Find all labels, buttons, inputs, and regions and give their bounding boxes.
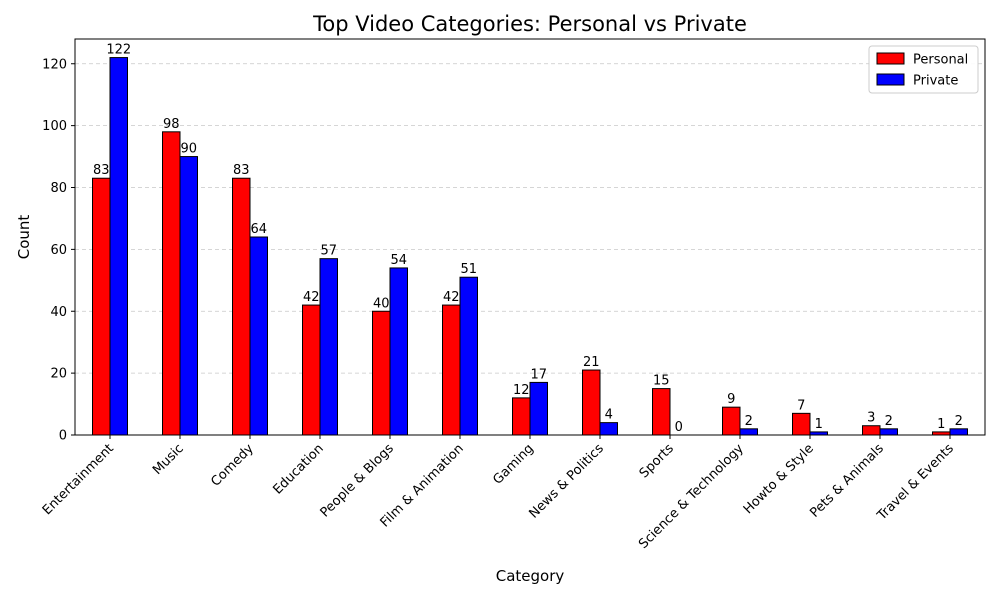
data-label-private-11: 2: [885, 414, 893, 429]
bar-personal-2: [232, 177, 251, 436]
data-label-private-12: 2: [955, 414, 963, 429]
data-label-private-1: 90: [180, 142, 197, 157]
data-label-private-9: 2: [745, 414, 753, 429]
data-label-personal-10: 7: [797, 398, 805, 413]
grid-lines: [75, 63, 985, 436]
y-tick-label: 100: [42, 119, 67, 134]
bar-private-9: [739, 428, 758, 436]
data-label-personal-2: 83: [233, 163, 250, 178]
data-label-personal-0: 83: [93, 163, 110, 178]
bar-personal-3: [302, 304, 321, 436]
bar-personal-5: [442, 304, 461, 436]
x-axis-title: Category: [496, 567, 565, 585]
data-label-personal-5: 42: [443, 290, 460, 305]
legend-label-private: Private: [913, 74, 958, 89]
data-label-personal-4: 40: [373, 296, 390, 311]
data-label-private-6: 17: [530, 367, 547, 382]
y-tick-label: 0: [59, 429, 67, 444]
y-axis-title: Count: [15, 215, 33, 260]
bar-personal-7: [582, 369, 601, 436]
bars: [92, 57, 968, 436]
y-tick-label: 40: [50, 305, 67, 320]
data-label-personal-12: 1: [937, 417, 945, 432]
legend-label-personal: Personal: [913, 53, 968, 68]
chart-title: Top Video Categories: Personal vs Privat…: [312, 12, 747, 36]
bar-personal-10: [792, 412, 811, 436]
data-label-personal-7: 21: [583, 355, 600, 370]
data-label-private-5: 51: [460, 262, 477, 277]
bar-personal-8: [652, 388, 671, 436]
bar-private-3: [319, 258, 338, 436]
data-label-private-7: 4: [605, 408, 613, 423]
data-label-personal-8: 15: [653, 374, 670, 389]
bar-private-2: [249, 236, 268, 436]
bar-personal-4: [372, 310, 391, 436]
y-tick-label: 60: [50, 243, 67, 258]
data-label-personal-9: 9: [727, 392, 735, 407]
bar-private-11: [879, 428, 898, 436]
bar-private-5: [459, 276, 478, 436]
bar-personal-1: [162, 131, 181, 436]
data-label-personal-6: 12: [513, 383, 530, 398]
data-label-private-3: 57: [320, 244, 337, 259]
bar-private-1: [179, 156, 198, 436]
legend-swatch-private: [876, 73, 905, 86]
bar-private-6: [529, 381, 548, 436]
data-label-private-2: 64: [250, 222, 267, 237]
data-label-private-4: 54: [390, 253, 407, 268]
bar-private-4: [389, 267, 408, 436]
bar-personal-11: [862, 425, 881, 436]
y-axis: 0 20 40 60 80 100 120: [42, 57, 75, 444]
bar-personal-0: [92, 177, 111, 436]
bar-private-12: [949, 428, 968, 436]
y-tick-label: 20: [50, 367, 67, 382]
y-tick-label: 80: [50, 181, 67, 196]
data-label-personal-11: 3: [867, 411, 875, 426]
y-tick-label: 120: [42, 57, 67, 72]
legend: Personal Private: [868, 45, 979, 94]
data-label-private-10: 1: [815, 417, 823, 432]
legend-swatch-personal: [876, 52, 905, 65]
data-label-personal-1: 98: [163, 117, 180, 132]
data-label-personal-3: 42: [303, 290, 320, 305]
data-label-private-0: 122: [106, 43, 131, 58]
bar-private-7: [599, 422, 618, 436]
bar-private-0: [109, 57, 128, 436]
bar-personal-6: [512, 397, 531, 436]
data-label-private-8: 0: [675, 420, 683, 435]
bar-personal-9: [722, 406, 741, 436]
